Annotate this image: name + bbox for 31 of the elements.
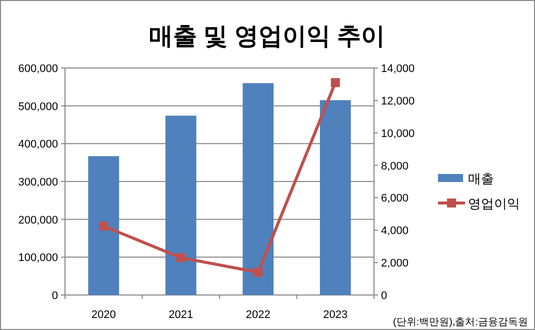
y-tick-label: 300,000 [18, 176, 58, 188]
point [330, 78, 340, 88]
chart-title: 매출 및 영업이익 추이 [148, 23, 386, 50]
point [254, 268, 263, 277]
y-tick-label: 500,000 [18, 100, 58, 113]
y2-tick-label: 10,000 [381, 128, 415, 140]
y2-tick-label: 4,000 [381, 225, 409, 238]
x-tick-label: 2021 [168, 309, 194, 321]
x-tick-label: 2020 [91, 309, 116, 321]
text: (단위:백만원),출처:금융감독원 [393, 317, 528, 328]
y2-tick-label: 8,000 [381, 160, 409, 172]
legend-label: 영업이익 [468, 196, 520, 211]
bar [242, 83, 274, 295]
bar [88, 156, 120, 295]
y2-tick-label: 0 [381, 290, 388, 302]
legend-label: 매출 [468, 171, 494, 186]
y-tick-label: 200,000 [18, 214, 58, 226]
y-tick-label: 400,000 [18, 138, 58, 151]
y2-tick-label: 12,000 [381, 95, 415, 108]
point [99, 222, 108, 231]
y-tick-label: 100,000 [18, 252, 58, 264]
bar [165, 116, 196, 295]
bar [320, 100, 351, 295]
y2-tick-label: 2,000 [381, 258, 409, 270]
x-tick-label: 2023 [323, 309, 348, 321]
y-tick-label: 0 [52, 290, 58, 302]
x-tick-label: 2022 [246, 309, 270, 321]
y2-tick-label: 14,000 [381, 63, 415, 75]
y2-tick-label: 6,000 [381, 192, 409, 205]
y-tick-label: 600,000 [18, 63, 58, 75]
point [176, 253, 186, 262]
